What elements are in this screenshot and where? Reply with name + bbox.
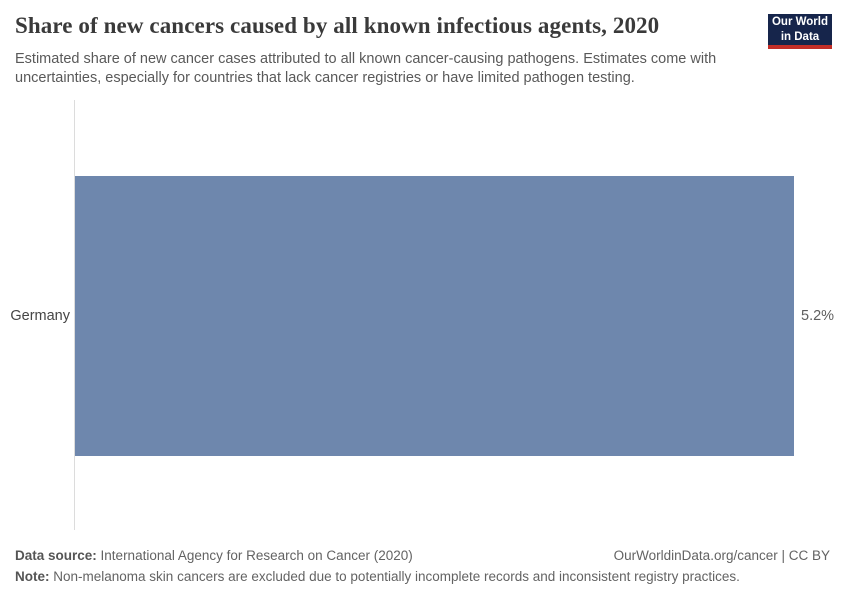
credit-link[interactable]: OurWorldinData.org/cancer | CC BY: [613, 548, 830, 563]
note-value: Non-melanoma skin cancers are excluded d…: [53, 569, 740, 584]
data-source-text: Data source: International Agency for Re…: [15, 548, 413, 563]
owid-logo[interactable]: Our World in Data: [768, 14, 832, 49]
data-source-label: Data source:: [15, 548, 97, 563]
note-label: Note:: [15, 569, 50, 584]
footer-note-row: Note: Non-melanoma skin cancers are excl…: [15, 569, 830, 584]
value-label-germany: 5.2%: [801, 308, 835, 324]
page-title: Share of new cancers caused by all known…: [15, 13, 660, 38]
chart-subtitle: Estimated share of new cancer cases attr…: [15, 51, 717, 86]
footer-source-row: Data source: International Agency for Re…: [15, 548, 830, 563]
data-source-value: International Agency for Research on Can…: [100, 548, 413, 563]
bar-germany[interactable]: [75, 176, 794, 456]
owid-logo-line1: Our World: [771, 16, 828, 29]
y-axis-line: [74, 100, 75, 530]
category-label-germany: Germany: [10, 308, 70, 324]
owid-logo-line2: in Data: [780, 30, 820, 43]
